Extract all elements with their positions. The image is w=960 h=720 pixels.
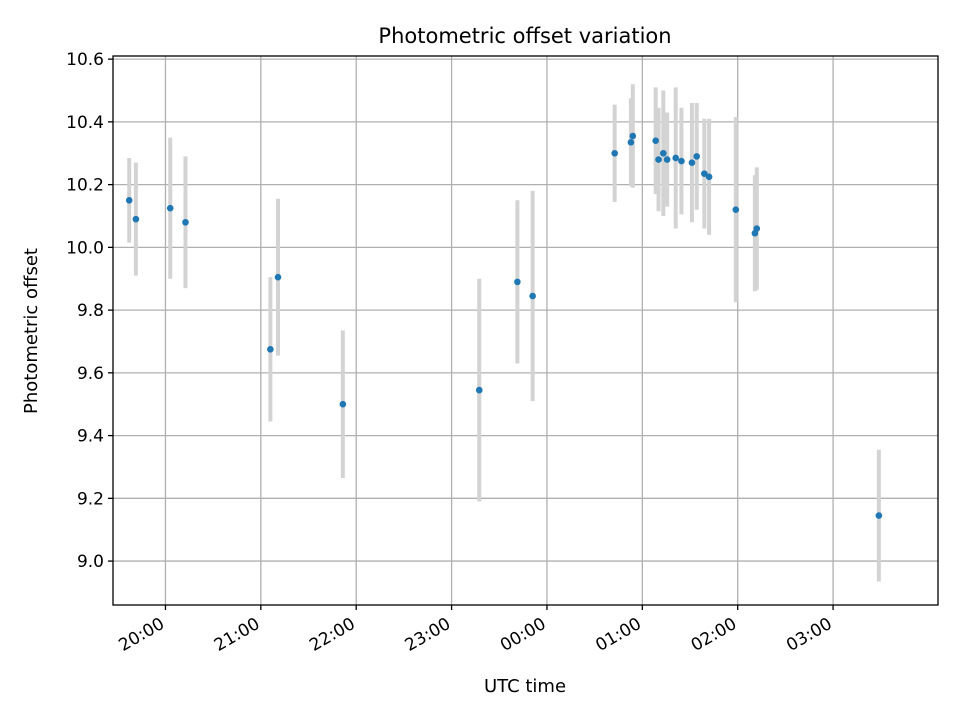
x-tick-label: 22:00 bbox=[306, 614, 358, 656]
data-point bbox=[688, 159, 696, 166]
y-tick-label: 9.4 bbox=[77, 427, 104, 447]
data-point bbox=[274, 273, 282, 281]
y-tick-label: 10.4 bbox=[66, 113, 104, 133]
data-point bbox=[514, 278, 521, 286]
data-point bbox=[652, 137, 659, 145]
x-tick-label: 01:00 bbox=[592, 614, 644, 656]
y-tick-label: 9.0 bbox=[77, 552, 104, 572]
data-point bbox=[182, 218, 189, 226]
data-point bbox=[627, 138, 635, 146]
data-point bbox=[655, 156, 662, 163]
data-point bbox=[732, 206, 740, 214]
data-point bbox=[267, 346, 274, 353]
y-tick-label: 10.6 bbox=[66, 50, 104, 70]
x-axis-ticks: 20:00 21:00 22:00 23:00 00:00 01:00 02:00 03:00 bbox=[116, 605, 836, 656]
data-points bbox=[125, 132, 883, 519]
x-tick-label: 21:00 bbox=[211, 614, 263, 656]
x-tick-label: 20:00 bbox=[116, 614, 168, 656]
error-bars bbox=[127, 84, 881, 582]
x-tick-label: 02:00 bbox=[688, 614, 740, 656]
data-point bbox=[753, 225, 761, 232]
data-point bbox=[701, 170, 708, 177]
chart-title: Photometric offset variation bbox=[378, 24, 671, 48]
y-tick-label: 10.2 bbox=[66, 176, 104, 196]
data-point bbox=[875, 512, 883, 519]
data-point bbox=[660, 149, 667, 157]
grid-lines bbox=[113, 56, 938, 605]
plot-frame bbox=[112, 55, 939, 606]
y-tick-label: 10.0 bbox=[66, 238, 104, 258]
y-axis-label: Photometric offset bbox=[21, 248, 42, 414]
y-tick-label: 9.2 bbox=[77, 489, 104, 509]
data-point bbox=[125, 197, 133, 204]
data-point bbox=[678, 157, 685, 165]
data-point bbox=[529, 292, 536, 300]
data-point bbox=[705, 173, 713, 181]
y-tick-label: 9.6 bbox=[77, 364, 104, 384]
x-tick-label: 00:00 bbox=[497, 614, 549, 656]
data-point bbox=[611, 149, 618, 157]
x-tick-label: 23:00 bbox=[402, 614, 454, 656]
data-point bbox=[475, 386, 483, 394]
x-tick-label: 03:00 bbox=[783, 614, 835, 656]
y-tick-label: 9.8 bbox=[77, 301, 104, 321]
data-point bbox=[629, 132, 637, 140]
data-point bbox=[693, 153, 700, 160]
x-axis-label: UTC time bbox=[484, 676, 566, 697]
data-point bbox=[339, 400, 347, 408]
y-axis-ticks: 9.0 9.2 9.4 9.6 9.8 10.0 10.2 10.4 10.6 bbox=[66, 50, 113, 572]
data-point bbox=[132, 215, 140, 223]
data-point bbox=[663, 156, 671, 163]
data-point bbox=[672, 154, 680, 162]
data-point bbox=[166, 204, 174, 212]
